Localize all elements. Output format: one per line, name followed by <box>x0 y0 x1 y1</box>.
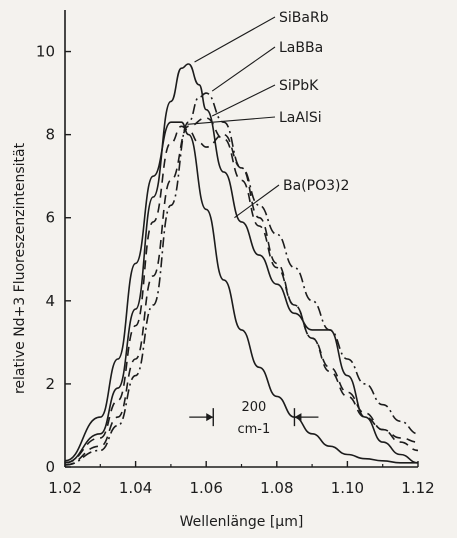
y-tick-label: 4 <box>45 292 55 310</box>
range-right-arrowhead <box>294 413 302 422</box>
leader-line <box>234 184 280 219</box>
label-sipbk: SiPbK <box>279 78 319 94</box>
axes-layer: 1.02 1.04 1.06 1.08 1.10 1.12 0 2 4 6 8 10 Wellenlän… <box>12 10 435 530</box>
x-tick-label: 1.06 <box>189 479 222 497</box>
label-sibarb: SiBaRb <box>279 10 329 26</box>
series-line-sipbk <box>64 117 419 466</box>
range-left-arrowhead <box>206 413 214 422</box>
leader-line <box>194 16 276 63</box>
series-line-laalsi <box>64 125 419 464</box>
x-axis-title: Wellenlänge [μm] <box>180 514 304 530</box>
x-tick-label: 1.04 <box>119 479 152 497</box>
range-value-label: 200 <box>241 400 266 415</box>
y-axis-title: relative Nd+3 Fluoreszenzintensität <box>12 142 28 394</box>
range-unit-label: cm-1 <box>237 422 270 437</box>
y-tick-label: 8 <box>45 126 55 144</box>
leader-line <box>211 84 276 117</box>
leader-line <box>211 46 276 92</box>
y-tick-label: 6 <box>45 209 55 227</box>
x-tick-label: 1.10 <box>331 479 364 497</box>
series-line-bapo32 <box>64 121 418 464</box>
series-line-labba <box>64 92 419 466</box>
x-tick-label: 1.08 <box>260 479 293 497</box>
y-tick-label: 0 <box>45 458 55 476</box>
labels-layer: SiBaRb LaBBa SiPbK LaAlSi Ba(PO3)2 <box>187 10 349 219</box>
x-tick-label: 1.12 <box>401 479 434 497</box>
series-line-sibarb <box>64 63 419 464</box>
label-laalsi: LaAlSi <box>279 110 322 126</box>
series-layer <box>64 63 419 466</box>
annotation-layer: 200 cm-1 <box>189 400 319 437</box>
x-tick-label: 1.02 <box>48 479 81 497</box>
y-tick-label: 10 <box>36 43 55 61</box>
label-bapo32: Ba(PO3)2 <box>283 178 349 194</box>
leader-line <box>187 116 276 125</box>
y-tick-label: 2 <box>45 375 55 393</box>
label-labba: LaBBa <box>279 40 323 56</box>
